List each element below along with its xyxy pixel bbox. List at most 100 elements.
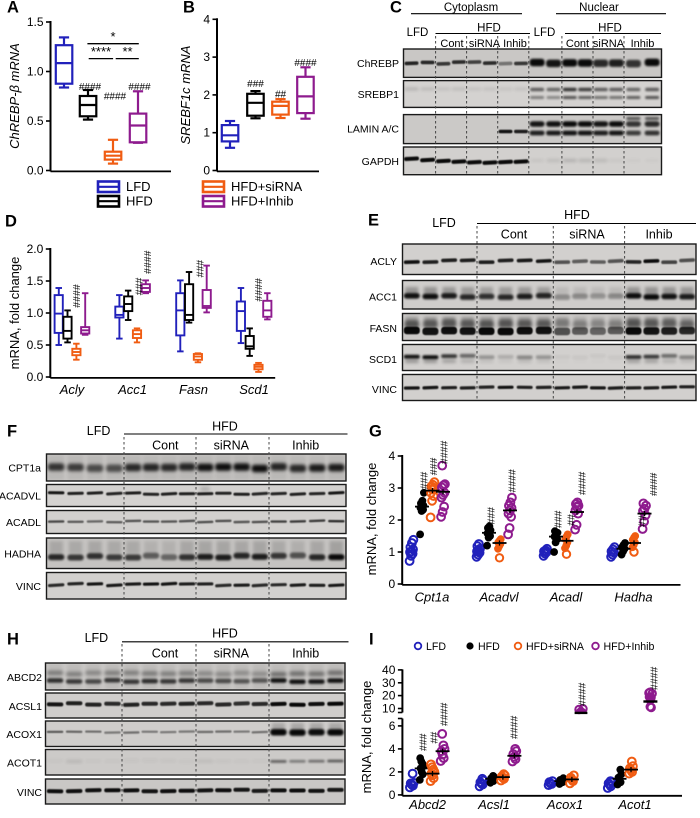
svg-text:HFD+siRNA: HFD+siRNA	[231, 179, 302, 194]
svg-text:mRNA, fold change: mRNA, fold change	[359, 681, 374, 794]
svg-text:Cont: Cont	[152, 647, 179, 661]
svg-text:ACOX1: ACOX1	[6, 729, 42, 741]
svg-text:HFD: HFD	[212, 627, 238, 641]
svg-text:####: ####	[439, 702, 451, 726]
svg-text:0: 0	[203, 164, 210, 178]
svg-text:SREBP1: SREBP1	[358, 89, 400, 101]
svg-text:Acc1: Acc1	[117, 382, 147, 397]
svg-text:ABCD2: ABCD2	[7, 672, 42, 684]
svg-text:###: ###	[194, 260, 206, 278]
svg-text:Cpt1a: Cpt1a	[415, 590, 450, 605]
svg-text:####: ####	[128, 82, 151, 93]
svg-text:Acot1: Acot1	[617, 797, 651, 812]
svg-text:1.5: 1.5	[27, 274, 44, 288]
svg-text:**: **	[122, 44, 132, 59]
svg-text:####: ####	[509, 715, 521, 739]
svg-text:Fasn: Fasn	[179, 382, 208, 397]
svg-text:1: 1	[389, 545, 396, 559]
svg-text:HADHA: HADHA	[4, 549, 41, 561]
svg-text:LFD: LFD	[426, 641, 446, 653]
svg-text:###: ###	[134, 278, 146, 296]
svg-text:####: ####	[439, 440, 451, 464]
svg-text:VINC: VINC	[17, 787, 43, 799]
svg-text:####: ####	[253, 278, 265, 302]
svg-text:###: ###	[553, 510, 565, 528]
svg-text:###: ###	[419, 472, 431, 490]
svg-text:Acsl1: Acsl1	[477, 797, 510, 812]
svg-text:F: F	[7, 423, 17, 441]
svg-text:1.0: 1.0	[27, 306, 44, 320]
svg-text:####: ####	[142, 250, 154, 274]
svg-text:0.5: 0.5	[27, 338, 44, 352]
svg-text:40: 40	[382, 663, 396, 677]
svg-text:Acox1: Acox1	[546, 797, 583, 812]
svg-text:ChREBP: ChREBP	[357, 58, 399, 70]
svg-text:HFD+Inhib: HFD+Inhib	[231, 194, 294, 209]
svg-text:LFD: LFD	[85, 631, 109, 645]
svg-text:10: 10	[382, 702, 396, 716]
svg-text:2: 2	[389, 513, 396, 527]
svg-text:ChREBP-β mRNA: ChREBP-β mRNA	[7, 43, 22, 149]
svg-text:Inhib: Inhib	[631, 38, 655, 50]
svg-text:Inhib: Inhib	[503, 38, 527, 50]
svg-text:C: C	[390, 0, 402, 17]
svg-text:SCD1: SCD1	[369, 354, 397, 366]
svg-text:LFD: LFD	[432, 216, 456, 230]
svg-text:ACADVL: ACADVL	[0, 491, 41, 503]
svg-text:ACC1: ACC1	[369, 292, 397, 304]
svg-text:2: 2	[203, 88, 210, 102]
svg-text:mRNA, fold change: mRNA, fold change	[364, 463, 379, 576]
svg-text:Cont: Cont	[152, 439, 179, 453]
svg-text:1: 1	[203, 126, 210, 140]
svg-text:0.0: 0.0	[27, 164, 44, 178]
svg-text:ACSL1: ACSL1	[9, 701, 42, 713]
svg-text:Cont: Cont	[566, 38, 589, 50]
svg-text:Acadl: Acadl	[549, 590, 584, 605]
svg-text:D: D	[5, 213, 17, 231]
svg-text:siRNA: siRNA	[569, 228, 605, 242]
svg-text:3: 3	[203, 50, 210, 64]
svg-text:HFD: HFD	[477, 23, 501, 35]
svg-text:####: ####	[507, 469, 519, 493]
svg-text:Cont: Cont	[440, 38, 463, 50]
svg-text:A: A	[7, 0, 19, 17]
svg-text:####: ####	[649, 666, 661, 690]
svg-text:Acly: Acly	[59, 382, 86, 397]
svg-text:####: ####	[71, 284, 83, 308]
svg-text:6: 6	[389, 719, 396, 733]
svg-text:4: 4	[389, 449, 396, 463]
svg-text:###: ###	[418, 733, 430, 751]
svg-text:HFD+siRNA: HFD+siRNA	[526, 641, 585, 653]
svg-text:####: ####	[104, 92, 127, 103]
svg-text:G: G	[369, 423, 382, 441]
svg-text:LFD: LFD	[534, 27, 556, 39]
svg-text:HFD: HFD	[126, 194, 153, 209]
svg-text:3: 3	[389, 481, 396, 495]
svg-text:##: ##	[275, 90, 287, 101]
svg-text:20: 20	[382, 689, 396, 703]
svg-text:VINC: VINC	[372, 384, 398, 396]
svg-text:siRNA: siRNA	[214, 647, 250, 661]
svg-text:I: I	[369, 631, 374, 649]
svg-text:VINC: VINC	[16, 581, 42, 593]
svg-text:##: ##	[637, 515, 649, 527]
svg-text:B: B	[183, 0, 195, 17]
svg-text:siRNA: siRNA	[214, 439, 250, 453]
svg-text:0: 0	[389, 577, 396, 591]
svg-text:##: ##	[566, 514, 578, 526]
svg-text:HFD: HFD	[212, 420, 238, 434]
svg-text:####: ####	[577, 471, 589, 495]
svg-text:CPT1a: CPT1a	[8, 463, 41, 475]
svg-text:GAPDH: GAPDH	[362, 156, 399, 168]
svg-text:ACLY: ACLY	[370, 256, 397, 268]
svg-text:HFD: HFD	[564, 208, 590, 222]
svg-text:Abcd2: Abcd2	[408, 797, 447, 812]
svg-text:Cytoplasm: Cytoplasm	[444, 2, 498, 14]
svg-text:###: ###	[486, 507, 498, 525]
svg-text:4: 4	[203, 12, 210, 26]
svg-text:mRNA, fold change: mRNA, fold change	[7, 257, 22, 370]
svg-text:####: ####	[294, 58, 317, 69]
svg-text:siRNA: siRNA	[593, 38, 625, 50]
svg-text:0.5: 0.5	[27, 114, 44, 128]
svg-text:Hadha: Hadha	[614, 590, 652, 605]
